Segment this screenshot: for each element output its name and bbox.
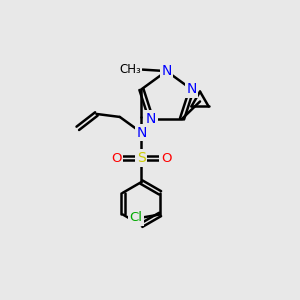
Text: N: N (161, 64, 172, 78)
Text: S: S (137, 151, 146, 165)
Text: N: N (136, 125, 147, 140)
Text: CH₃: CH₃ (119, 63, 141, 76)
Text: O: O (111, 152, 122, 164)
Text: N: N (146, 112, 156, 126)
Text: N: N (186, 82, 197, 96)
Text: Cl: Cl (130, 211, 142, 224)
Text: O: O (161, 152, 172, 164)
